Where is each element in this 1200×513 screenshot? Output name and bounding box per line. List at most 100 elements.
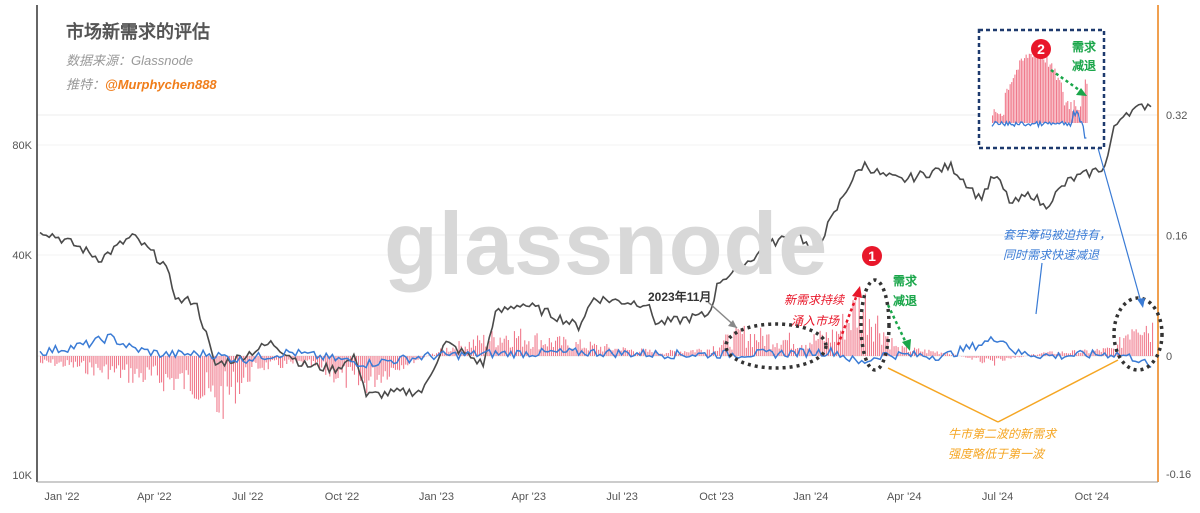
bar [185, 356, 187, 371]
bar [858, 297, 860, 356]
bar [950, 355, 952, 356]
bar [275, 356, 277, 360]
bar [723, 340, 725, 356]
bar [879, 333, 881, 356]
bar [308, 356, 310, 360]
bar [926, 353, 928, 356]
bar [815, 340, 817, 356]
bar [916, 349, 918, 356]
bar [56, 356, 58, 364]
inset-arrowhead [1137, 298, 1145, 308]
inset-bar [1009, 84, 1011, 123]
inset-bar [998, 114, 1000, 123]
bar [725, 334, 727, 356]
bar [632, 351, 634, 356]
bar [282, 356, 284, 368]
bar [319, 356, 321, 368]
bar [48, 356, 50, 363]
bar [245, 356, 247, 368]
bar [1108, 348, 1110, 356]
inset-bar [1019, 60, 1021, 123]
bar [686, 352, 688, 356]
y-right-tick-label: 0 [1166, 351, 1172, 363]
bar [140, 356, 142, 374]
bar [614, 348, 616, 356]
price-line [39, 102, 1152, 400]
bar [924, 349, 926, 356]
bar [918, 348, 920, 356]
twitter-handle: @Murphychen888 [105, 77, 217, 92]
bar [491, 331, 493, 356]
inset-bar [1036, 54, 1038, 123]
bar [987, 356, 989, 359]
bar [331, 356, 333, 370]
bar [928, 349, 930, 356]
bar [97, 356, 99, 368]
second-wave-arrow-b [997, 359, 1119, 423]
bar [52, 356, 54, 360]
bar [195, 356, 197, 399]
bar [827, 338, 829, 356]
bar [977, 356, 979, 358]
bar [362, 356, 364, 379]
bar [643, 349, 645, 356]
bar [649, 349, 651, 356]
bar [343, 356, 345, 367]
bar [784, 339, 786, 356]
bar [1014, 356, 1016, 358]
bar [979, 356, 981, 362]
inset-metric-line [991, 109, 1087, 139]
bar [520, 328, 522, 356]
bar [770, 349, 772, 356]
inset-bar [1044, 62, 1046, 123]
bar [306, 356, 308, 361]
bar [647, 351, 649, 356]
bar [150, 356, 152, 376]
x-ticks: Jan '22 Apr '22 Jul '22 Oct '22 Jan '23 Apr '… [44, 491, 1109, 503]
bar [992, 356, 994, 361]
bar [1088, 353, 1090, 356]
bar [1012, 356, 1014, 358]
bar [206, 356, 208, 373]
second-wave-arrow-a [887, 367, 999, 423]
bar [602, 351, 604, 356]
bar [280, 356, 282, 368]
bar [866, 334, 868, 356]
bar [249, 356, 251, 382]
bar [446, 347, 448, 356]
nov2023-arrowhead [728, 320, 737, 328]
decline1-arrow [886, 304, 909, 346]
bar [470, 347, 472, 356]
x-tick-label: Oct '24 [1075, 491, 1110, 503]
bar [909, 351, 911, 356]
bar [719, 347, 721, 356]
bar [776, 343, 778, 356]
badge-2: 2 [1031, 39, 1051, 59]
bar [76, 356, 78, 367]
bar [304, 356, 306, 360]
bar [579, 339, 581, 356]
bar [852, 300, 854, 356]
peak2-circle [1112, 296, 1164, 372]
decline2-label-1: 需求 [1072, 40, 1097, 54]
x-tick-label: Apr '23 [511, 491, 546, 503]
bar [1152, 322, 1154, 356]
bar [46, 356, 48, 361]
bar [706, 349, 708, 356]
bar [1065, 353, 1067, 356]
watermark-logo: glassnode [384, 194, 829, 293]
bar [743, 325, 745, 356]
x-tick-label: Jul '24 [982, 491, 1013, 503]
inset-bar [995, 111, 997, 123]
inset-bar [1057, 77, 1059, 123]
bar [805, 344, 807, 356]
x-tick-label: Oct '22 [325, 491, 360, 503]
bar [1051, 351, 1053, 356]
bar [507, 340, 509, 356]
bar [522, 346, 524, 356]
bar [630, 349, 632, 356]
bar [1080, 352, 1082, 356]
bar [1000, 356, 1002, 360]
x-tick-label: Jan '22 [44, 491, 79, 503]
bar [1113, 348, 1115, 356]
